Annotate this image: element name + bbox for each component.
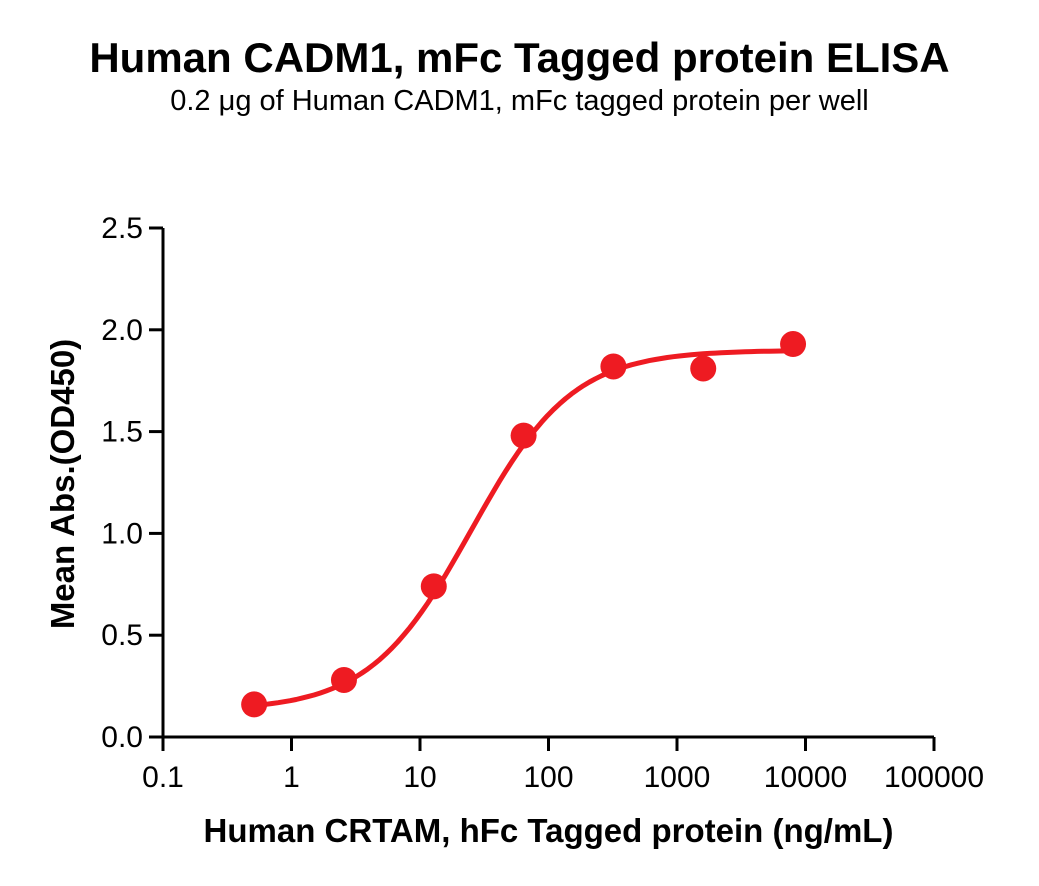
x-tick-label: 1000 xyxy=(644,761,711,794)
x-tick-label: 0.1 xyxy=(142,761,184,794)
y-tick-label: 2.5 xyxy=(101,212,143,245)
x-tick-label: 1 xyxy=(283,761,300,794)
data-point xyxy=(780,331,807,358)
y-tick-label: 0.5 xyxy=(101,619,143,652)
x-axis-title: Human CRTAM, hFc Tagged protein (ng/mL) xyxy=(203,812,894,849)
chart-subtitle: 0.2 μg of Human CADM1, mFc tagged protei… xyxy=(170,85,869,117)
x-tick-label: 100 xyxy=(523,761,573,794)
x-tick-label: 10000 xyxy=(764,761,847,794)
data-point xyxy=(510,422,537,449)
data-point xyxy=(241,691,268,718)
y-tick-label: 1.5 xyxy=(101,416,143,449)
chart-title: Human CADM1, mFc Tagged protein ELISA xyxy=(89,34,950,81)
y-tick-label: 2.0 xyxy=(101,314,143,347)
y-tick-label: 1.0 xyxy=(101,517,143,550)
y-tick-label: 0.0 xyxy=(101,721,143,754)
x-tick-label: 10 xyxy=(403,761,436,794)
fit-curve xyxy=(251,348,796,709)
data-point xyxy=(330,666,357,693)
data-point xyxy=(600,353,627,380)
data-point xyxy=(690,355,717,382)
data-point xyxy=(420,573,447,600)
x-tick-label: 100000 xyxy=(884,761,984,794)
